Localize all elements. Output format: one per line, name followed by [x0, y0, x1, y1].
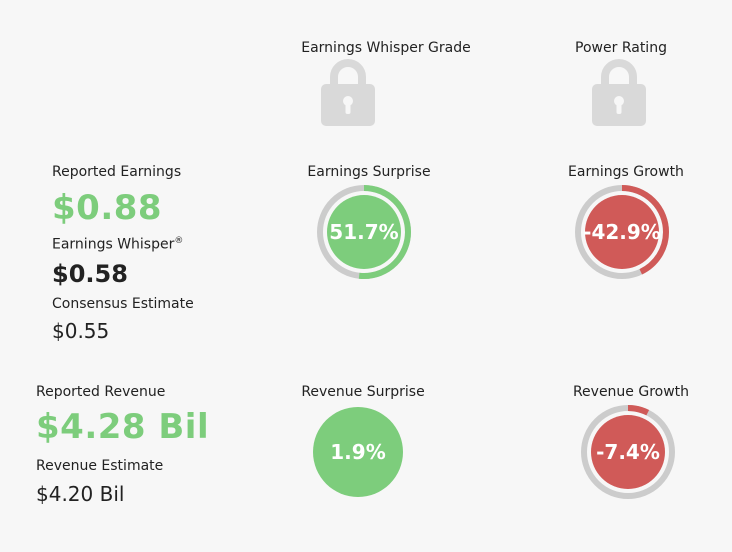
earnings-surprise-gauge: 51.7%	[315, 183, 413, 281]
gauge-arc	[317, 185, 411, 279]
reported-earnings-value: $0.88	[52, 188, 163, 228]
reported-earnings-label: Reported Earnings	[52, 164, 182, 180]
consensus-estimate-value: $0.55	[52, 319, 110, 343]
earnings-surprise-value: 51.7%	[329, 220, 399, 244]
gauge-fill	[591, 415, 665, 489]
reported-revenue-value: $4.28 Bil	[36, 407, 210, 447]
earnings-growth-gauge: -42.9%	[573, 183, 671, 281]
gauge-arc	[575, 185, 669, 279]
gauge-arc	[581, 405, 675, 499]
revenue-estimate-label: Revenue Estimate	[36, 458, 164, 474]
revenue-growth-value: -7.4%	[596, 440, 660, 464]
revenue-surprise-label: Revenue Surprise	[301, 384, 425, 400]
revenue-growth-gauge: -7.4%	[579, 403, 677, 501]
gauge-fill	[313, 407, 403, 497]
power-lock-icon	[592, 58, 646, 126]
reported-revenue-label: Reported Revenue	[36, 384, 166, 400]
revenue-estimate-value: $4.20 Bil	[36, 482, 125, 506]
gauge-fill	[585, 195, 659, 269]
revenue-growth-label: Revenue Growth	[572, 384, 690, 400]
earnings-whisper-label: Earnings Whisper®	[52, 236, 184, 253]
power-rating-label: Power Rating	[575, 40, 667, 56]
registered-mark: ®	[174, 236, 184, 246]
earnings-surprise-label: Earnings Surprise	[307, 164, 431, 180]
grade-lock-icon	[321, 58, 375, 126]
earnings-growth-label: Earnings Growth	[568, 164, 684, 180]
earnings-whisper-grade-label: Earnings Whisper Grade	[301, 40, 471, 56]
gauge-fill	[327, 195, 401, 269]
consensus-estimate-label: Consensus Estimate	[52, 296, 194, 312]
revenue-surprise-gauge: 1.9%	[309, 403, 407, 501]
earnings-whisper-value: $0.58	[52, 260, 128, 288]
earnings-growth-value: -42.9%	[583, 220, 661, 244]
revenue-surprise-value: 1.9%	[330, 440, 386, 464]
